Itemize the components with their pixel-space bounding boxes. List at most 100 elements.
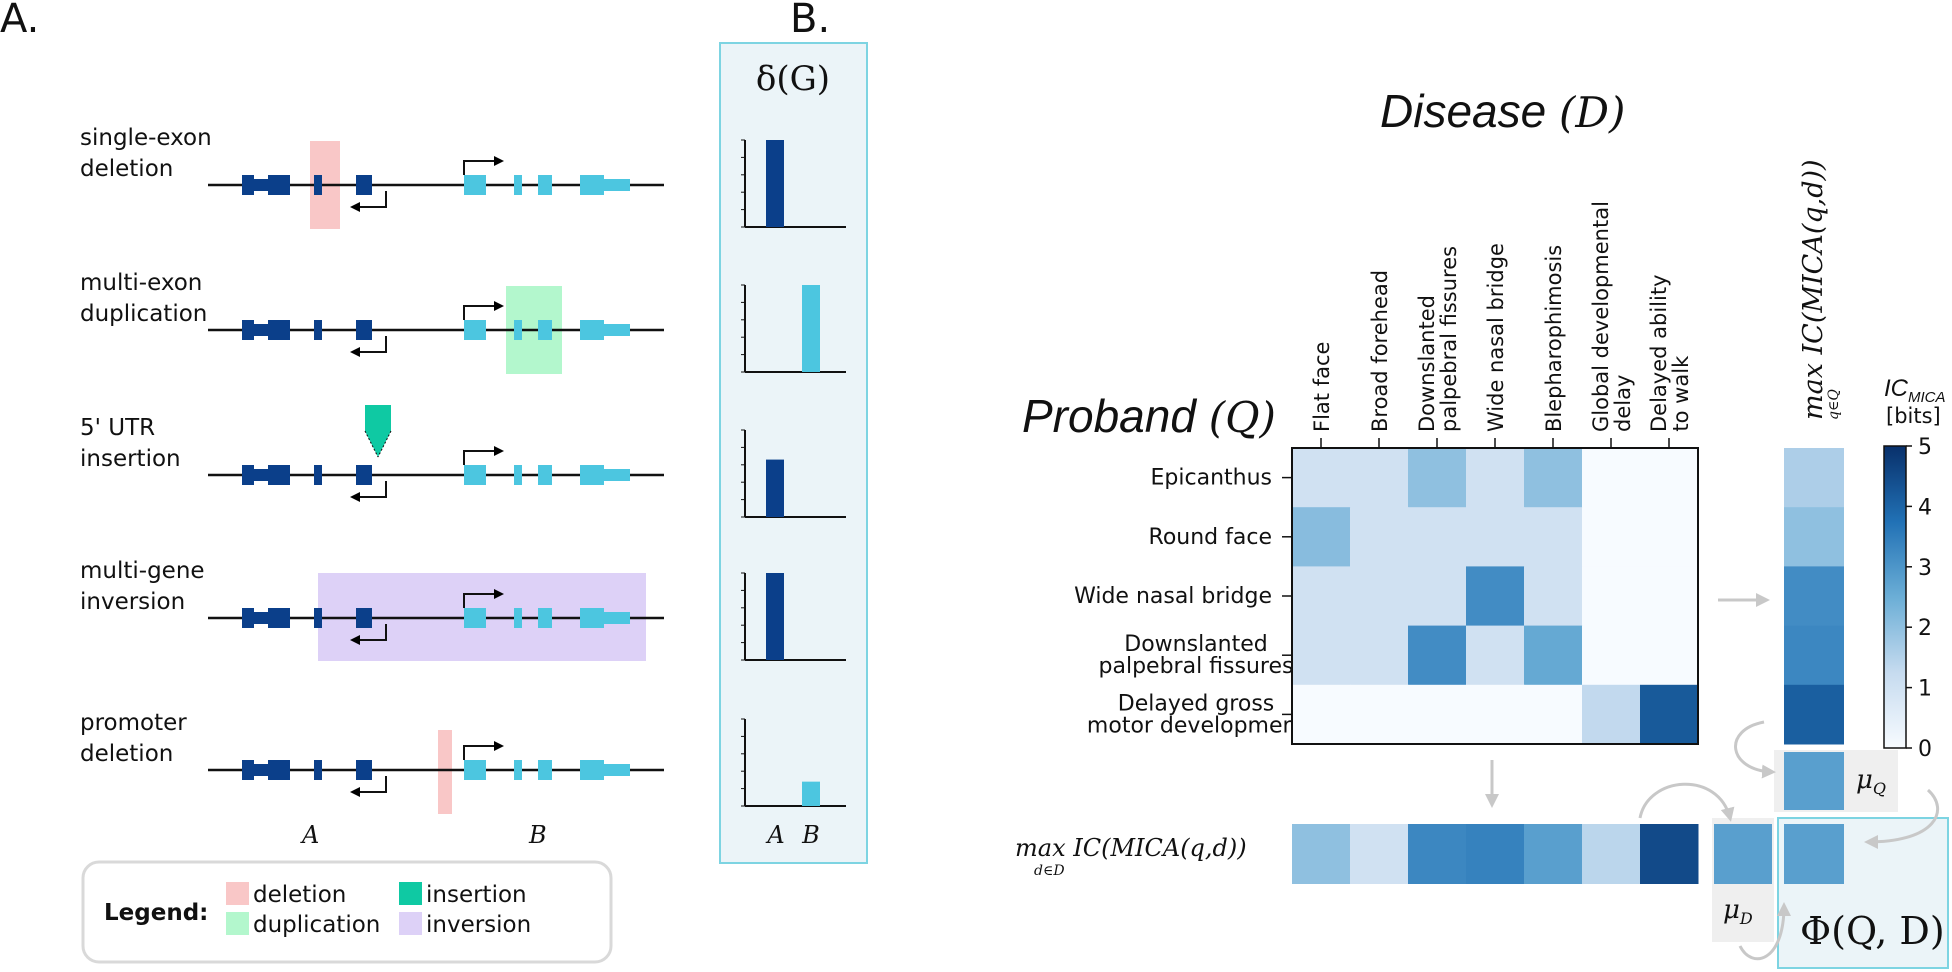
track-row: promoter deletion xyxy=(80,710,664,814)
column-label: Blepharophimosis xyxy=(1542,245,1566,432)
arrow-to-mu-q xyxy=(1734,720,1776,779)
heatmap-cell xyxy=(1292,684,1351,745)
col-max-cell xyxy=(1524,824,1583,884)
gene-b-exon xyxy=(464,760,486,780)
heatmap-cell xyxy=(1582,507,1641,567)
legend-label: deletion xyxy=(253,882,346,908)
col-max-cell xyxy=(1582,824,1641,884)
row-max-cell xyxy=(1784,566,1844,627)
colorbar-ticks: 0 1 2 3 4 5 xyxy=(1906,435,1932,762)
colorbar-title: ICMICA xyxy=(1884,375,1946,406)
delta-bar-gene-a xyxy=(766,140,784,227)
row-label: Round face xyxy=(1149,525,1272,550)
row-label: Wide nasal bridge xyxy=(1074,584,1272,609)
promoter-deletion-region xyxy=(438,730,452,814)
row-label: Epicanthus xyxy=(1151,466,1272,491)
heatmap-cell xyxy=(1350,625,1409,686)
delta-panel: δ(G) A B xyxy=(719,42,868,864)
column-label: to walk xyxy=(1669,355,1693,432)
heatmap-cell xyxy=(1640,684,1699,745)
gene-a-utr xyxy=(242,612,290,624)
gene-b-exon xyxy=(538,175,552,195)
heatmap-cell xyxy=(1466,684,1525,745)
colorbar-tick-label: 0 xyxy=(1918,737,1932,762)
heatmap-cell xyxy=(1582,448,1641,508)
gene-b-exon xyxy=(514,175,522,195)
gene-a-exon xyxy=(314,608,322,628)
column-label: Wide nasal bridge xyxy=(1484,243,1508,432)
gene-b-utr xyxy=(600,324,630,336)
column-label: palpebral fissures xyxy=(1437,246,1461,432)
column-label: Flat face xyxy=(1310,342,1334,432)
colorbar-tick-label: 2 xyxy=(1918,616,1932,641)
heatmap-cell xyxy=(1408,625,1467,686)
heatmap-cell xyxy=(1524,566,1583,627)
colorbar-tick-label: 1 xyxy=(1918,677,1932,702)
proband-title: Proband (Q) xyxy=(1022,390,1276,442)
gene-b-utr xyxy=(600,612,630,624)
delta-bar-chart xyxy=(741,429,846,518)
gene-b-utr xyxy=(600,469,630,481)
row-max-cell xyxy=(1784,625,1844,686)
col-max-cell xyxy=(1408,824,1467,884)
gene-b-promoter-arrow xyxy=(463,741,504,760)
legend: Legend: deletion insertion duplication inve… xyxy=(81,860,613,964)
heatmap-cell xyxy=(1466,448,1525,508)
heatmap-cell xyxy=(1640,625,1699,686)
disease-title: Disease (D) xyxy=(1380,85,1625,137)
gene-b-exon xyxy=(538,320,552,340)
legend-label: insertion xyxy=(426,882,527,908)
insertion-marker-edge xyxy=(364,430,379,458)
column-label: delay xyxy=(1611,375,1635,432)
event-label: inversion xyxy=(80,589,185,615)
event-label: multi-exon xyxy=(80,270,202,296)
phi-cell xyxy=(1784,824,1844,884)
row-label: Downslanted xyxy=(1124,632,1267,657)
track-row: multi-exon duplication xyxy=(80,270,664,374)
mu-d-label: μD xyxy=(1723,895,1753,928)
gene-b-exon xyxy=(514,465,522,485)
mu-q-cell xyxy=(1784,752,1844,810)
legend-swatch xyxy=(226,882,249,905)
column-max-row xyxy=(1292,824,1699,884)
row-label: Delayed gross xyxy=(1118,691,1275,716)
event-label: insertion xyxy=(80,446,181,472)
column-label: Global developmental xyxy=(1589,201,1613,432)
heatmap-cell xyxy=(1466,625,1525,686)
legend-label: inversion xyxy=(426,912,531,938)
heatmap-cell xyxy=(1292,566,1351,627)
heatmap-cell xyxy=(1524,507,1583,567)
heatmap-cell xyxy=(1640,507,1699,567)
heatmap-cell xyxy=(1292,448,1351,508)
delta-bar-gene-b xyxy=(802,781,820,806)
heatmap-cell xyxy=(1582,566,1641,627)
disease-column-labels: Flat face Broad forehead Downslantedpalpeb… xyxy=(1310,201,1693,432)
gene-a-utr xyxy=(242,764,290,776)
gene-b-utr xyxy=(600,764,630,776)
delta-bar-chart xyxy=(741,572,846,661)
gene-b-exon xyxy=(464,175,486,195)
gene-a-promoter-arrow xyxy=(350,776,387,797)
row-max-label: max IC(MICA(q,d)) xyxy=(1798,159,1829,420)
row-max-subscript: q∈Q xyxy=(1826,389,1842,420)
delta-bar-charts xyxy=(741,139,846,807)
arrow-mu-d-to-phi xyxy=(1738,902,1791,961)
heatmap-cell xyxy=(1466,566,1525,627)
legend-items: deletion insertion duplication inversion xyxy=(226,882,531,938)
gene-a-promoter-arrow xyxy=(350,624,387,645)
gene-a-exon xyxy=(314,465,322,485)
delta-bar-gene-a xyxy=(766,459,784,517)
legend-title: Legend: xyxy=(104,900,208,926)
gene-b-promoter-arrow xyxy=(463,446,504,465)
proband-row-labels: Epicanthus Round face Wide nasal bridge Dow… xyxy=(1074,466,1305,739)
col-max-cell xyxy=(1292,824,1351,884)
gene-b-exon xyxy=(580,465,604,485)
delta-bar-chart xyxy=(741,139,846,228)
column-label: Delayed ability xyxy=(1647,274,1671,432)
arrow-to-mu-d xyxy=(1638,782,1735,822)
gene-b-exon xyxy=(580,760,604,780)
gene-a-exon xyxy=(314,760,322,780)
event-label: single-exon xyxy=(80,125,212,151)
gene-a-utr xyxy=(242,469,290,481)
